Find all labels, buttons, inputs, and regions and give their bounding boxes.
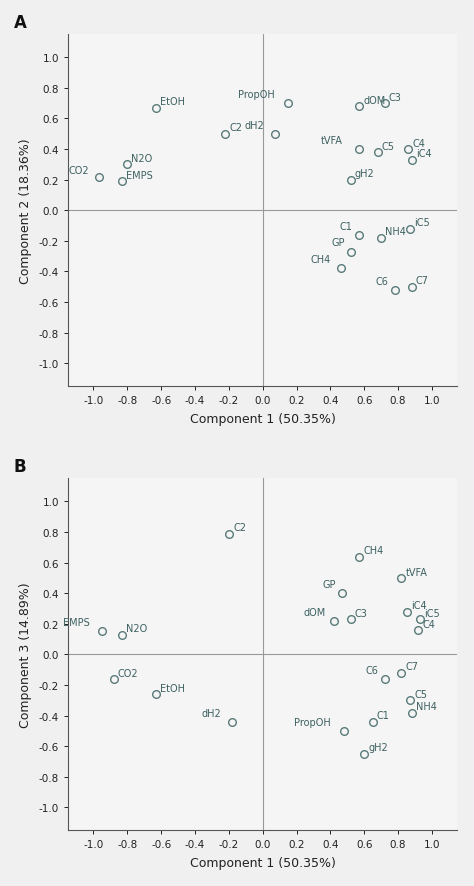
Text: B: B — [14, 458, 26, 476]
Text: NH4: NH4 — [416, 702, 437, 711]
Text: iC5: iC5 — [424, 608, 440, 618]
Text: C6: C6 — [375, 276, 388, 286]
Y-axis label: Component 2 (18.36%): Component 2 (18.36%) — [19, 138, 32, 284]
Text: C5: C5 — [382, 142, 395, 152]
Text: gH2: gH2 — [355, 169, 374, 179]
Text: EtOH: EtOH — [160, 683, 185, 693]
Text: C7: C7 — [416, 276, 429, 286]
Text: C1: C1 — [340, 222, 353, 231]
Text: EMPS: EMPS — [127, 171, 153, 181]
Text: GP: GP — [331, 238, 345, 248]
Text: C3: C3 — [355, 608, 368, 618]
Text: C2: C2 — [233, 523, 246, 532]
Text: tVFA: tVFA — [406, 567, 428, 577]
Text: EMPS: EMPS — [63, 618, 90, 627]
Text: NH4: NH4 — [385, 227, 406, 237]
Text: C7: C7 — [406, 662, 419, 672]
Text: PropOH: PropOH — [238, 89, 275, 100]
Text: dOM: dOM — [303, 607, 326, 617]
Text: iC5: iC5 — [414, 218, 430, 228]
Text: C4: C4 — [423, 618, 436, 629]
Text: C2: C2 — [229, 123, 243, 133]
X-axis label: Component 1 (50.35%): Component 1 (50.35%) — [190, 413, 336, 425]
Text: dH2: dH2 — [202, 708, 221, 718]
Y-axis label: Component 3 (14.89%): Component 3 (14.89%) — [19, 582, 32, 727]
Text: N2O: N2O — [127, 624, 148, 633]
Text: C5: C5 — [414, 689, 427, 699]
Text: GP: GP — [323, 579, 337, 589]
Text: gH2: gH2 — [368, 742, 388, 752]
Text: C4: C4 — [412, 138, 425, 149]
Text: C6: C6 — [365, 665, 378, 675]
Text: N2O: N2O — [131, 154, 153, 164]
Text: iC4: iC4 — [411, 601, 426, 610]
Text: A: A — [14, 14, 27, 32]
Text: C1: C1 — [377, 711, 390, 720]
Text: dOM: dOM — [364, 96, 385, 105]
Text: PropOH: PropOH — [294, 717, 331, 727]
Text: iC4: iC4 — [416, 149, 431, 159]
Text: dH2: dH2 — [244, 120, 264, 130]
Text: CH4: CH4 — [310, 255, 330, 265]
Text: EtOH: EtOH — [160, 97, 185, 107]
X-axis label: Component 1 (50.35%): Component 1 (50.35%) — [190, 857, 336, 869]
Text: CO2: CO2 — [68, 166, 89, 176]
Text: tVFA: tVFA — [320, 136, 342, 145]
Text: CH4: CH4 — [364, 546, 383, 556]
Text: C3: C3 — [389, 93, 401, 103]
Text: CO2: CO2 — [118, 668, 138, 678]
